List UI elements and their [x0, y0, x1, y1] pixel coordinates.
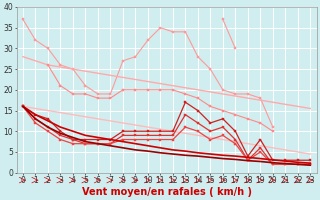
X-axis label: Vent moyen/en rafales ( km/h ): Vent moyen/en rafales ( km/h ): [82, 187, 252, 197]
